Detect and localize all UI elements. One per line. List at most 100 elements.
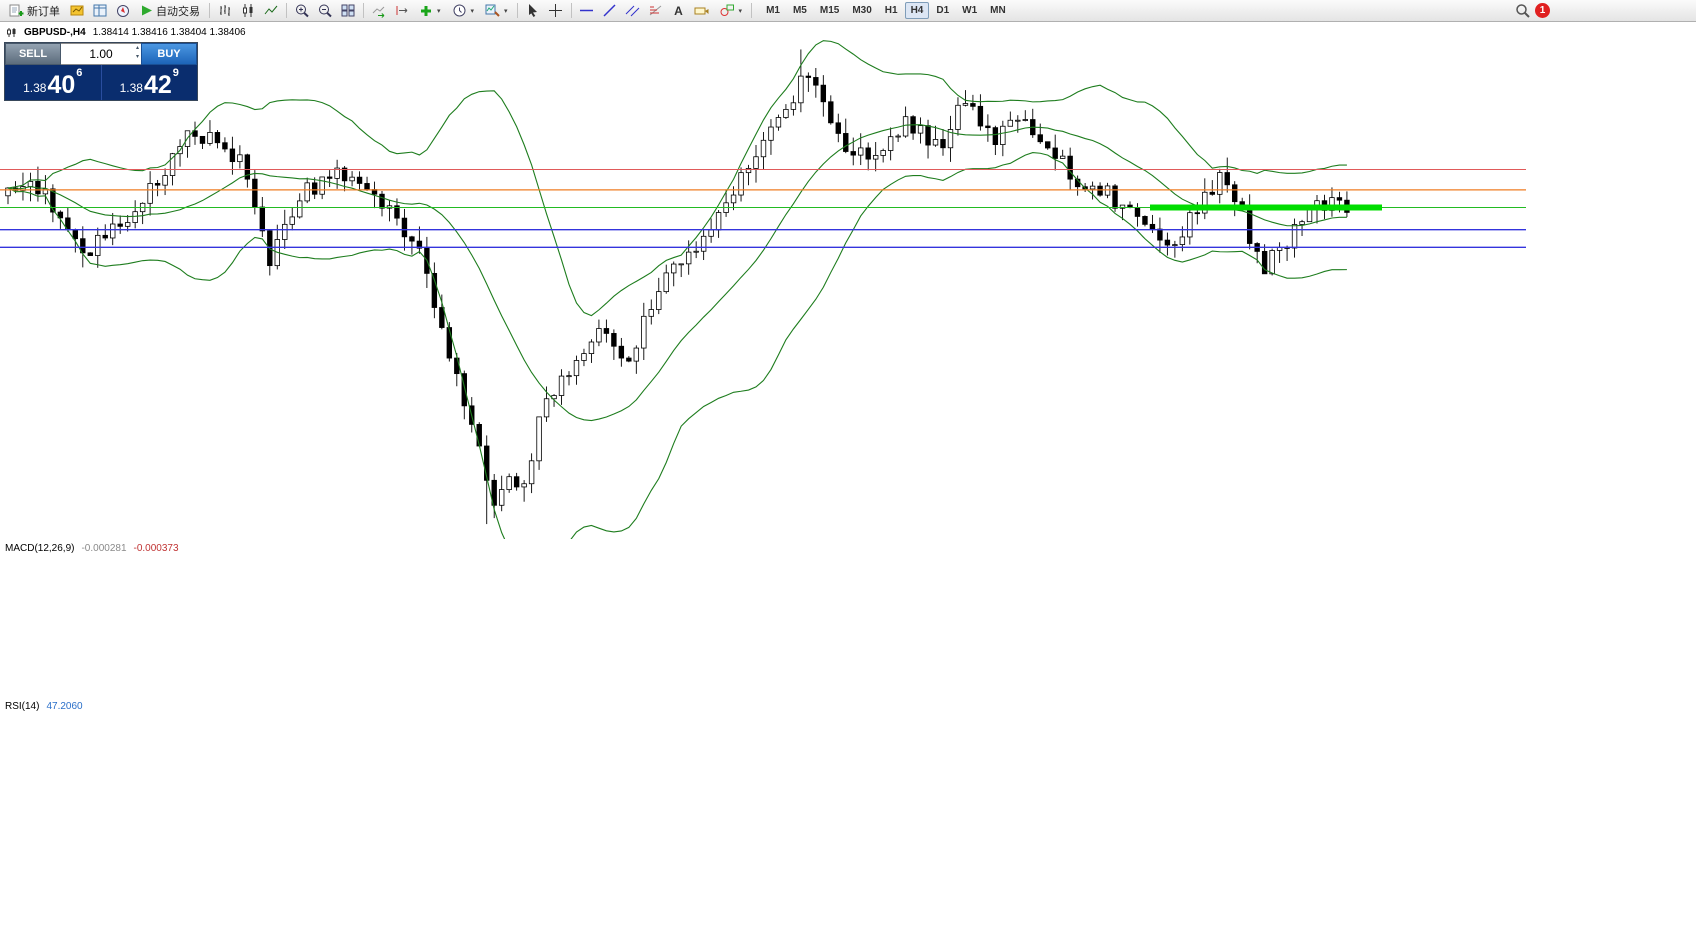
sell-price[interactable]: 1.38 40 6 [5,65,102,100]
toolbar-separator [751,3,753,18]
crosshair-icon [549,4,563,17]
trendline-button[interactable] [599,1,621,21]
text-button[interactable]: A [668,1,690,21]
candle [341,167,348,182]
search-icon[interactable] [1515,3,1531,19]
volume-spinner[interactable]: ▴ ▾ [136,44,139,62]
candle [947,129,954,149]
candle [1000,125,1006,145]
candle [162,175,168,186]
candle [207,132,213,144]
templates-button[interactable]: ▾ [480,1,513,21]
spin-down-icon[interactable]: ▾ [135,54,139,60]
toolbar-separator [286,3,287,18]
add-indicator-button[interactable]: ▾ [414,1,446,21]
buy-button[interactable]: BUY [141,43,197,65]
tf-M5[interactable]: M5 [792,5,807,16]
candle [536,416,542,462]
candlestick-chart-button[interactable] [237,1,259,21]
sell-button[interactable]: SELL [5,43,61,65]
crosshair-button[interactable] [545,1,567,21]
line-chart-button[interactable] [260,1,282,21]
candle [1299,221,1305,225]
buy-price-base: 1.38 [119,81,143,95]
autotrade-play-icon [142,5,152,16]
tile-windows-button[interactable] [337,1,359,21]
tf-H1[interactable]: H1 [884,5,898,16]
market-watch-button[interactable] [89,1,111,21]
tf-W1[interactable]: W1 [962,5,978,16]
candle [880,150,886,156]
timeframe-group: M1 M5 M15 M30 H1 H4 D1 W1 MN [760,2,1012,19]
tf-M30[interactable]: M30 [852,5,872,16]
candle [259,206,266,232]
new-order-icon [9,4,24,17]
candle [297,200,303,218]
profiles-button[interactable] [66,1,88,21]
candle [1261,250,1268,275]
candle [1052,147,1058,159]
zoom-in-icon [296,4,309,18]
candle [379,193,385,209]
candle [169,153,176,176]
dropdown-caret: ▾ [738,7,743,15]
candle [700,235,707,252]
candle [902,116,909,137]
toolbar-separator [363,3,364,18]
tf-M15[interactable]: M15 [819,5,840,16]
autotrading-label: 自动交易 [156,5,200,18]
candle [581,353,587,361]
tf-MN[interactable]: MN [990,5,1006,16]
autotrading-button[interactable]: 自动交易 [135,1,205,21]
buy-price[interactable]: 1.38 42 9 [102,65,198,100]
candle [1179,236,1186,245]
candle [72,229,79,240]
volume-value: 1.00 [89,47,113,61]
one-click-trading-panel: SELL 1.00 ▴ ▾ BUY 1.38 40 6 1.38 42 9 [4,42,198,101]
svg-text:A: A [674,4,683,18]
spin-up-icon[interactable]: ▴ [135,45,139,51]
cursor-button[interactable] [522,1,544,21]
candlestick-chart-icon [243,4,253,17]
candle [42,188,49,195]
bar-chart-button[interactable] [214,1,236,21]
chart-shift-button[interactable] [391,1,413,21]
candle [513,476,520,488]
shapes-button[interactable]: ▾ [714,1,748,21]
candle [506,476,512,490]
candle [738,172,744,196]
candle [648,309,654,317]
zoom-in-button[interactable] [291,1,313,21]
bollinger-bands [7,40,1347,539]
main-toolbar: 新订单 自动交易 ▾ ▾ ▾ A ▾ M1 M5 M15 M30 H1 H4 D1 W1 MN … [0,0,1696,22]
ohlc-values: 1.38414 1.38416 1.38404 1.38406 [92,27,246,38]
candle [1157,228,1163,241]
tf-D1[interactable]: D1 [936,5,950,16]
volume-input[interactable]: 1.00 ▴ ▾ [61,43,141,65]
candle [237,154,243,163]
candle [603,328,610,334]
navigator-button[interactable] [112,1,134,21]
periods-button[interactable]: ▾ [447,1,480,21]
horizontal-line-button[interactable] [576,1,598,21]
candle [154,183,161,186]
candle [229,148,236,163]
macd-name: MACD(12,26,9) [5,543,75,554]
notifications-badge[interactable]: 1 [1535,3,1550,18]
candle [222,142,228,150]
candle [708,229,714,237]
fibonacci-button[interactable] [645,1,667,21]
label-button[interactable] [691,1,713,21]
candle [401,217,408,238]
tf-H4[interactable]: H4 [904,2,930,19]
new-order-button[interactable]: 新订单 [4,1,65,21]
symbol-title: GBPUSD-,H4 [24,27,86,38]
zoom-out-button[interactable] [314,1,336,21]
channel-button[interactable] [622,1,644,21]
candle [663,272,669,293]
auto-scroll-button[interactable] [368,1,390,21]
candle [394,205,400,219]
tf-M1[interactable]: M1 [766,5,780,16]
candle [484,445,490,481]
